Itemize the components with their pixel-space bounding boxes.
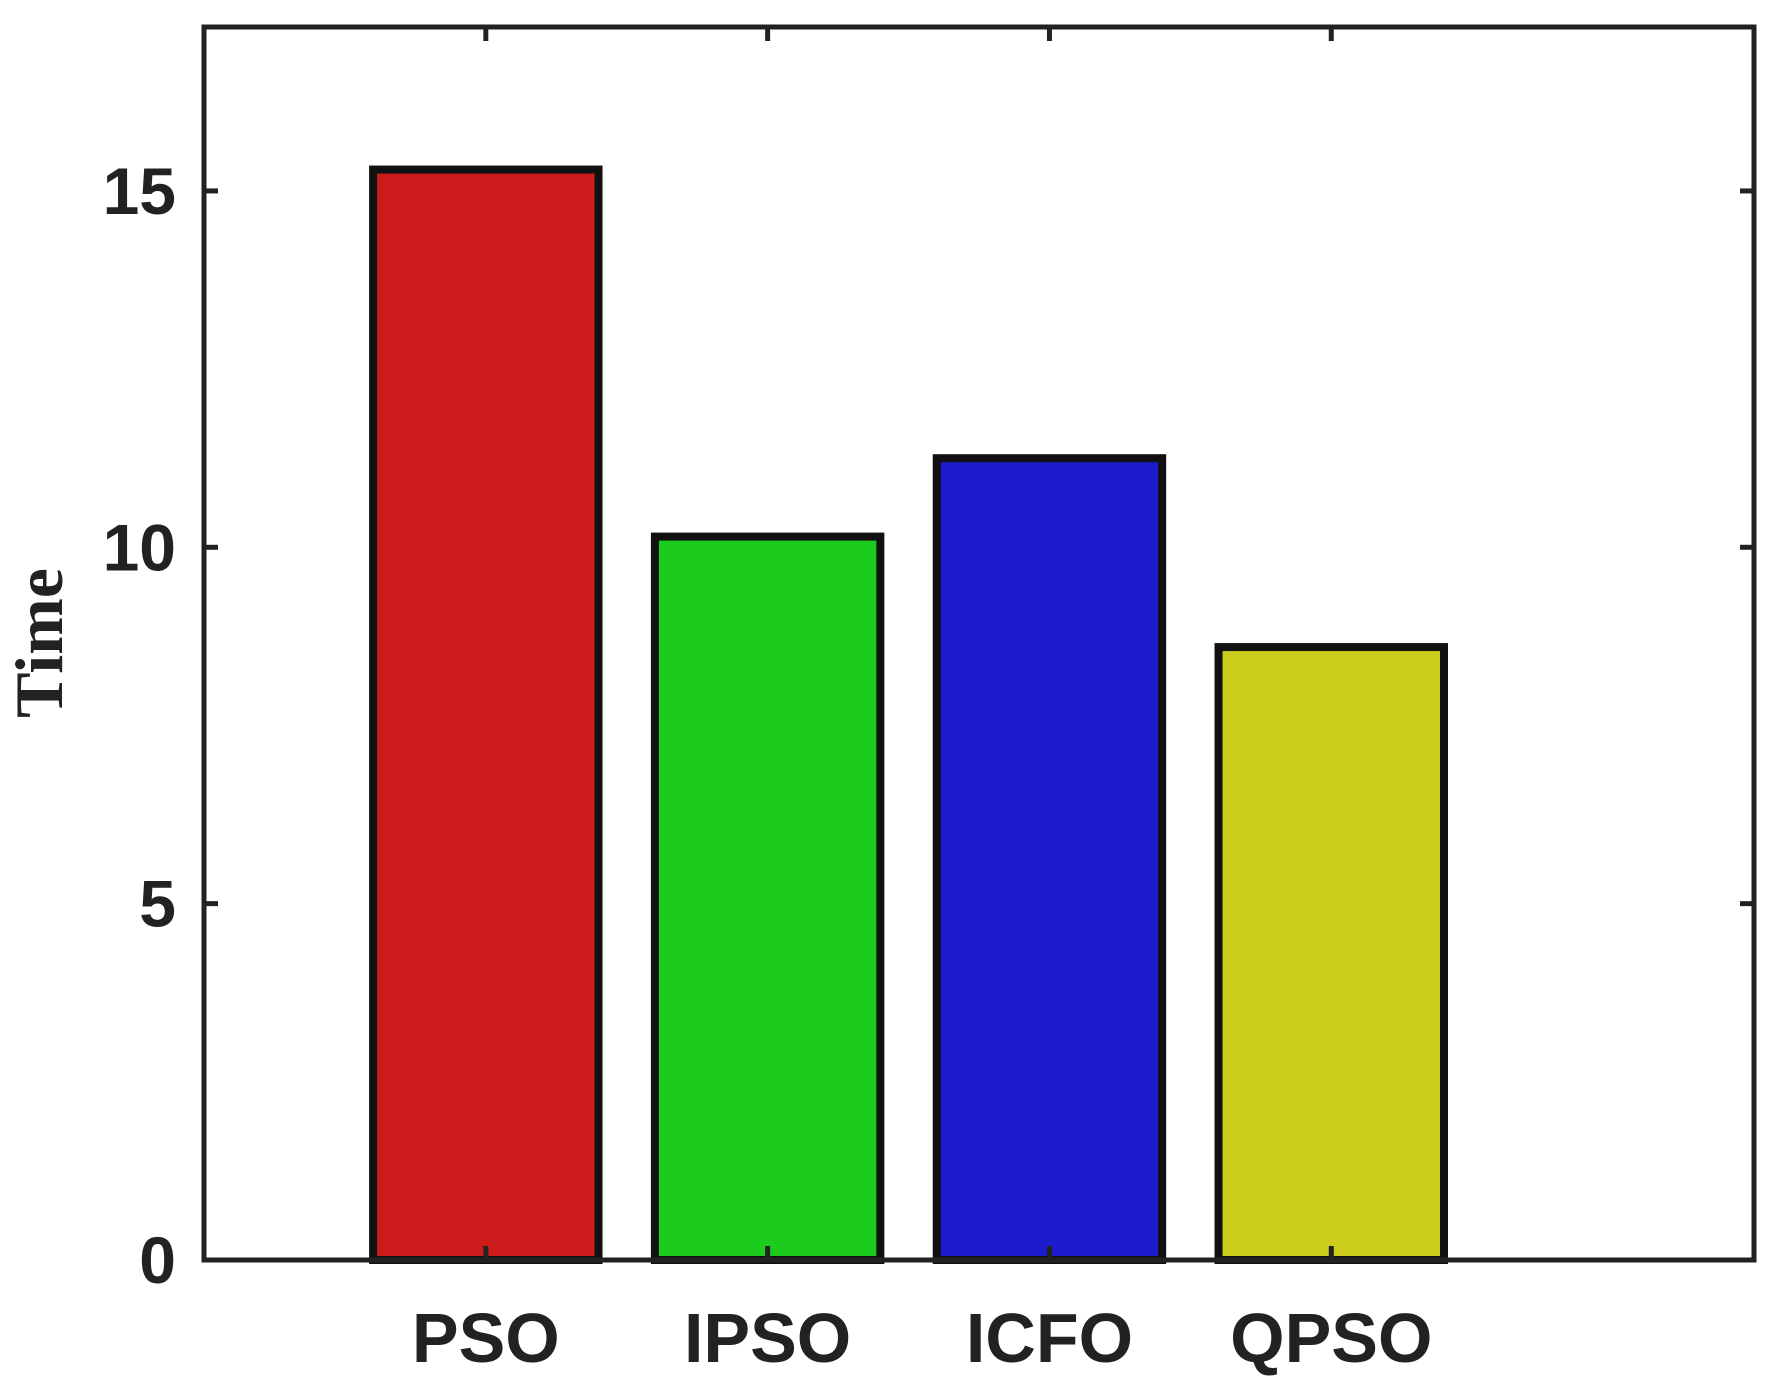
x-tick-labels: PSO IPSO ICFO QPSO bbox=[412, 1299, 1433, 1377]
bar-icfo bbox=[932, 454, 1167, 1264]
bar-ipso bbox=[650, 532, 885, 1264]
y-tick-labels: 0 5 10 15 bbox=[103, 154, 176, 1297]
bar-group bbox=[369, 165, 1448, 1265]
x-tick-label: ICFO bbox=[966, 1299, 1133, 1377]
bar-pso bbox=[369, 165, 603, 1265]
y-axis-label: Time bbox=[1, 568, 77, 718]
y-tick-label: 5 bbox=[139, 867, 176, 941]
y-tick-label: 0 bbox=[139, 1223, 176, 1297]
y-tick-label: 10 bbox=[103, 510, 176, 584]
axis-ticks bbox=[204, 27, 1754, 1263]
bar-qpso bbox=[1214, 643, 1448, 1264]
x-tick-label: QPSO bbox=[1230, 1299, 1432, 1377]
axes-frame bbox=[201, 24, 1757, 1263]
x-tick-label: PSO bbox=[412, 1299, 560, 1377]
y-tick-label: 15 bbox=[103, 154, 176, 228]
x-tick-label: IPSO bbox=[684, 1299, 851, 1377]
